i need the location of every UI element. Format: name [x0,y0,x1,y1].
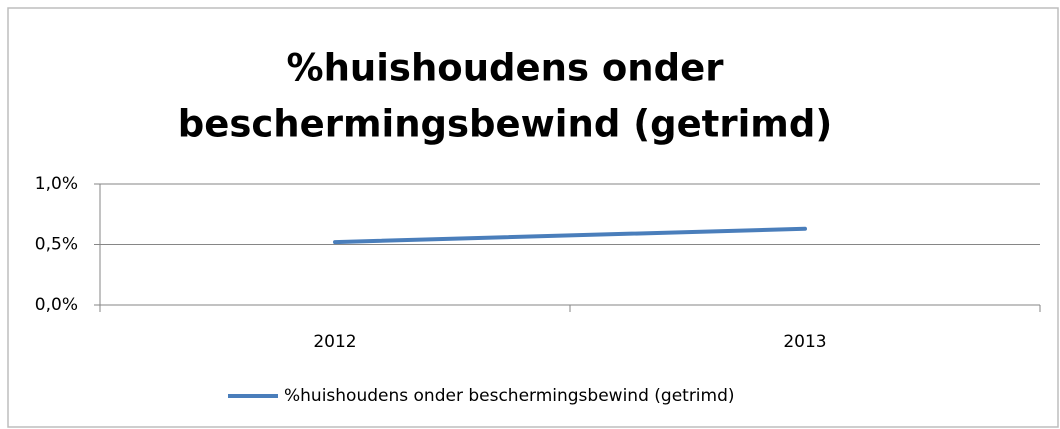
y-tick-label: 0,5% [35,235,78,255]
y-tick-label: 1,0% [35,174,78,194]
chart-title: beschermingsbewind (getrimd) [178,103,833,146]
chart-title: %huishoudens onder [287,47,725,90]
y-tick-label: 0,0% [35,295,78,315]
legend-label: %huishoudens onder beschermingsbewind (g… [284,386,735,406]
chart-frame [7,7,1059,428]
x-tick-label: 2013 [783,332,826,352]
line-series [333,226,807,245]
x-tick-label: 2012 [313,332,356,352]
